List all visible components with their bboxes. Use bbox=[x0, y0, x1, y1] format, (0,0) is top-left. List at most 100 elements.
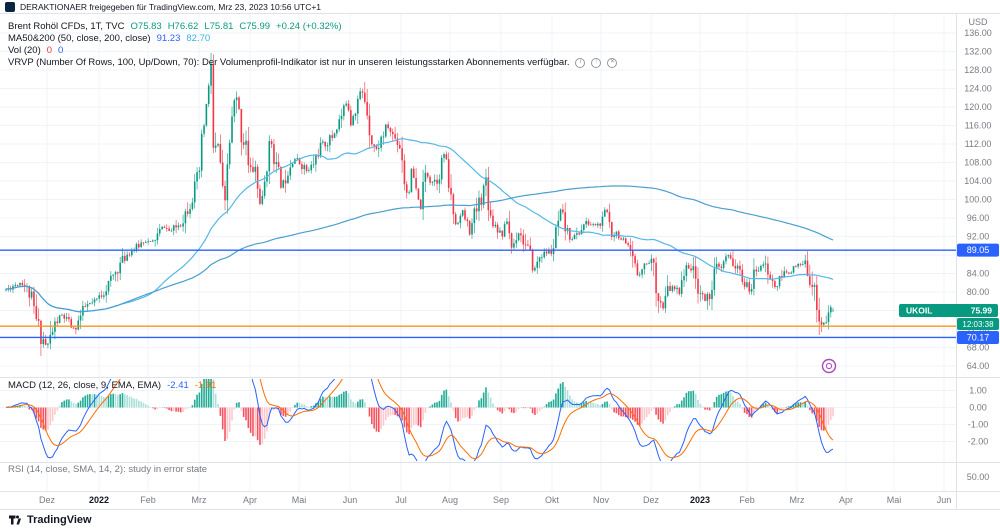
tradingview-wordmark[interactable]: TradingView bbox=[27, 513, 92, 526]
candle-body bbox=[49, 334, 52, 344]
macd-histogram-bar bbox=[326, 397, 329, 408]
macd-histogram-bar bbox=[578, 403, 580, 408]
vrvp-legend-row[interactable]: VRVP (Number Of Rows, 100, Up/Down, 70):… bbox=[8, 57, 618, 68]
candle-body bbox=[84, 306, 87, 307]
ohlc-change: +0.24 (+0.32%) bbox=[276, 21, 342, 32]
candle-body bbox=[245, 140, 247, 145]
macd-histogram-bar bbox=[459, 407, 462, 421]
candle-body bbox=[371, 135, 373, 145]
macd-histogram-bar bbox=[496, 407, 499, 411]
vrvp-label: VRVP (Number Of Rows, 100, Up/Down, 70):… bbox=[8, 57, 570, 68]
candle-body bbox=[247, 140, 250, 166]
macd-histogram-bar bbox=[82, 397, 84, 408]
candle-body bbox=[156, 233, 159, 241]
macd-histogram-bar bbox=[415, 407, 417, 425]
macd-histogram-bar bbox=[287, 407, 289, 416]
candle-body bbox=[291, 163, 294, 168]
candle-body bbox=[809, 276, 811, 285]
time-axis[interactable]: Dez 2022 Feb Mrz Apr Mai Jun Jul Aug Sep Okt Nov Dez… bbox=[39, 495, 951, 505]
macd-histogram-bar bbox=[389, 407, 392, 416]
rsi-legend-row[interactable]: RSI (14, close, SMA, 14, 2): study in er… bbox=[8, 464, 207, 475]
macd-histogram-bar bbox=[373, 407, 375, 429]
macd-histogram-bar bbox=[673, 406, 676, 408]
macd-histogram-bar bbox=[51, 407, 54, 422]
candle-body bbox=[648, 263, 650, 264]
candle-body bbox=[268, 141, 271, 172]
macd-histogram-bar bbox=[291, 407, 294, 409]
candle-body bbox=[86, 304, 89, 307]
volume-legend-row[interactable]: Vol (20) 0 0 bbox=[8, 45, 63, 56]
macd-histogram-bar bbox=[310, 406, 313, 408]
candle-body bbox=[562, 209, 564, 213]
ma200-value: 91.23 bbox=[156, 33, 181, 44]
candle-body bbox=[329, 135, 331, 146]
macd-histogram-bar bbox=[652, 407, 655, 410]
candle-body bbox=[792, 266, 795, 273]
macd-histogram-bar bbox=[685, 392, 688, 408]
candle-body bbox=[394, 134, 396, 139]
candle-body bbox=[611, 221, 613, 237]
macd-histogram-bar bbox=[254, 407, 257, 437]
macd-histogram-bar bbox=[359, 399, 361, 408]
macd-histogram-bar bbox=[503, 407, 506, 412]
candle-body bbox=[704, 294, 706, 301]
macd-histogram-bar bbox=[245, 407, 247, 421]
emoji-sticker-icon[interactable] bbox=[821, 358, 837, 374]
candle-body bbox=[338, 119, 340, 130]
candle-body bbox=[391, 131, 394, 135]
candle-body bbox=[743, 281, 746, 287]
candle-body bbox=[750, 288, 753, 292]
candle-body bbox=[631, 249, 634, 257]
macd-histogram-bar bbox=[343, 391, 345, 408]
macd-histogram-bar bbox=[238, 402, 240, 408]
macd-histogram-bar bbox=[664, 407, 667, 421]
vrvp-upgrade-icon[interactable]: ↑ bbox=[591, 57, 602, 68]
macd-legend-row[interactable]: MACD (12, 26, close, 9, EMA, EMA) -2.41 … bbox=[8, 380, 216, 391]
candle-body bbox=[718, 263, 720, 267]
candle-body bbox=[499, 230, 501, 233]
candle-body bbox=[217, 143, 219, 146]
macd-histogram-bar bbox=[84, 395, 87, 408]
candle-body bbox=[417, 188, 420, 200]
macd-histogram-bar bbox=[683, 397, 685, 408]
vrvp-close-icon[interactable]: ✕ bbox=[607, 57, 618, 68]
price-level-badge-text: 70.17 bbox=[967, 332, 990, 342]
candle-body bbox=[131, 251, 133, 256]
symbol-legend-row[interactable]: Brent Rohöl CFDs, 1T, TVC O75.83 H76.62 … bbox=[8, 21, 342, 32]
candle-body bbox=[638, 274, 641, 276]
candle-body bbox=[489, 210, 492, 216]
price-tick-label: 124.00 bbox=[964, 84, 992, 94]
macd-histogram-bar bbox=[384, 407, 387, 421]
price-tick-label: 128.00 bbox=[964, 65, 992, 75]
macd-histogram-bar bbox=[615, 407, 618, 414]
macd-histogram-bar bbox=[154, 407, 156, 410]
time-tick-label: Mrz bbox=[192, 495, 207, 505]
candle-body bbox=[35, 306, 38, 320]
candle-body bbox=[545, 251, 548, 254]
macd-histogram-bar bbox=[475, 406, 478, 408]
macd-histogram-bar bbox=[289, 407, 292, 412]
macd-histogram-bar bbox=[364, 402, 366, 408]
macd-histogram-bar bbox=[68, 399, 70, 408]
candle-body bbox=[14, 284, 17, 286]
candle-body bbox=[601, 216, 604, 226]
macd-histogram-bar bbox=[375, 407, 378, 432]
macd-histogram-bar bbox=[431, 404, 434, 408]
tradingview-logo-icon[interactable] bbox=[8, 513, 22, 527]
candle-body bbox=[629, 245, 632, 250]
macd-histogram-bar bbox=[28, 407, 31, 410]
macd-histogram-bar bbox=[23, 406, 26, 408]
macd-histogram-bar bbox=[63, 400, 66, 408]
macd-histogram-bar bbox=[601, 403, 604, 408]
macd-histogram-bar bbox=[524, 407, 527, 409]
ma-legend-row[interactable]: MA50&200 (50, close, 200, close) 91.23 8… bbox=[8, 33, 210, 44]
macd-histogram-bar bbox=[140, 401, 142, 408]
macd-histogram-bar bbox=[305, 406, 308, 408]
candle-body bbox=[778, 275, 781, 287]
price-tick-label: 108.00 bbox=[964, 158, 992, 168]
vrvp-info-icon[interactable]: i bbox=[575, 57, 586, 68]
macd-histogram-bar bbox=[89, 394, 91, 408]
